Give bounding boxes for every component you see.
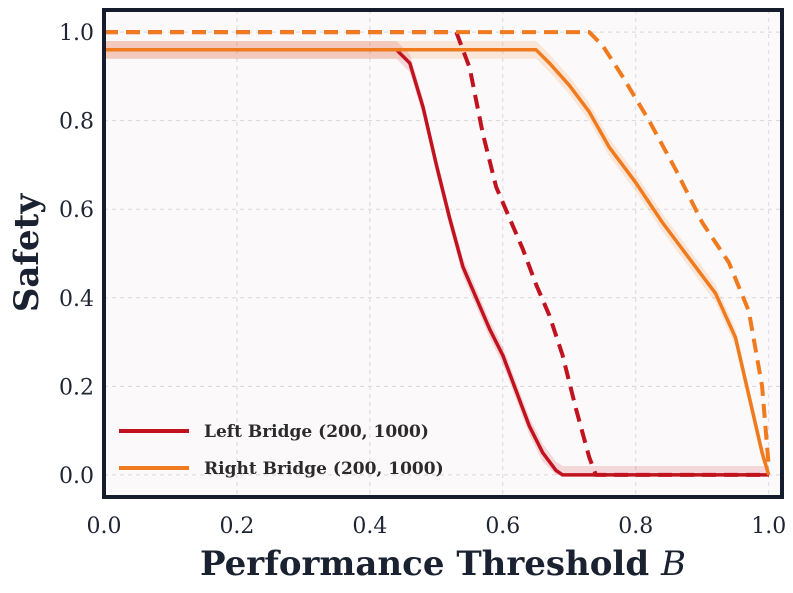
x-tick-label: 0.6 [485, 514, 520, 539]
y-tick-label: 0.6 [59, 198, 94, 223]
y-tick-labels: 0.0 0.2 0.4 0.6 0.8 1.0 [59, 21, 94, 489]
x-axis-label: Performance Threshold [200, 544, 649, 584]
legend-label-left: Left Bridge (200, 1000) [204, 422, 429, 442]
legend: Left Bridge (200, 1000) Right Bridge (20… [119, 422, 444, 479]
series-line-0 [104, 48, 769, 477]
x-tick-label: 0.4 [352, 514, 387, 539]
series-lines [104, 30, 771, 477]
x-tick-labels: 0.0 0.2 0.4 0.6 0.8 1.0 [87, 514, 787, 539]
y-tick-label: 0.8 [59, 110, 94, 135]
x-axis-variable: B [660, 544, 686, 584]
plot-area [104, 10, 782, 497]
series-line-1 [104, 30, 769, 477]
series-line-2 [104, 48, 771, 476]
series-line-3 [104, 30, 771, 467]
y-tick-label: 0.4 [59, 287, 94, 312]
y-tick-label: 0.0 [59, 464, 94, 489]
x-tick-label: 1.0 [751, 514, 786, 539]
x-axis-title: Performance Threshold B [200, 544, 686, 584]
plot-frame [102, 8, 784, 499]
legend-label-right: Right Bridge (200, 1000) [204, 459, 444, 479]
x-tick-label: 0.0 [87, 514, 122, 539]
y-tick-label: 0.2 [59, 375, 94, 400]
x-tick-label: 0.2 [219, 514, 254, 539]
y-tick-label: 1.0 [59, 21, 94, 46]
x-tick-label: 0.8 [618, 514, 653, 539]
y-axis-title: Safety [7, 193, 47, 313]
